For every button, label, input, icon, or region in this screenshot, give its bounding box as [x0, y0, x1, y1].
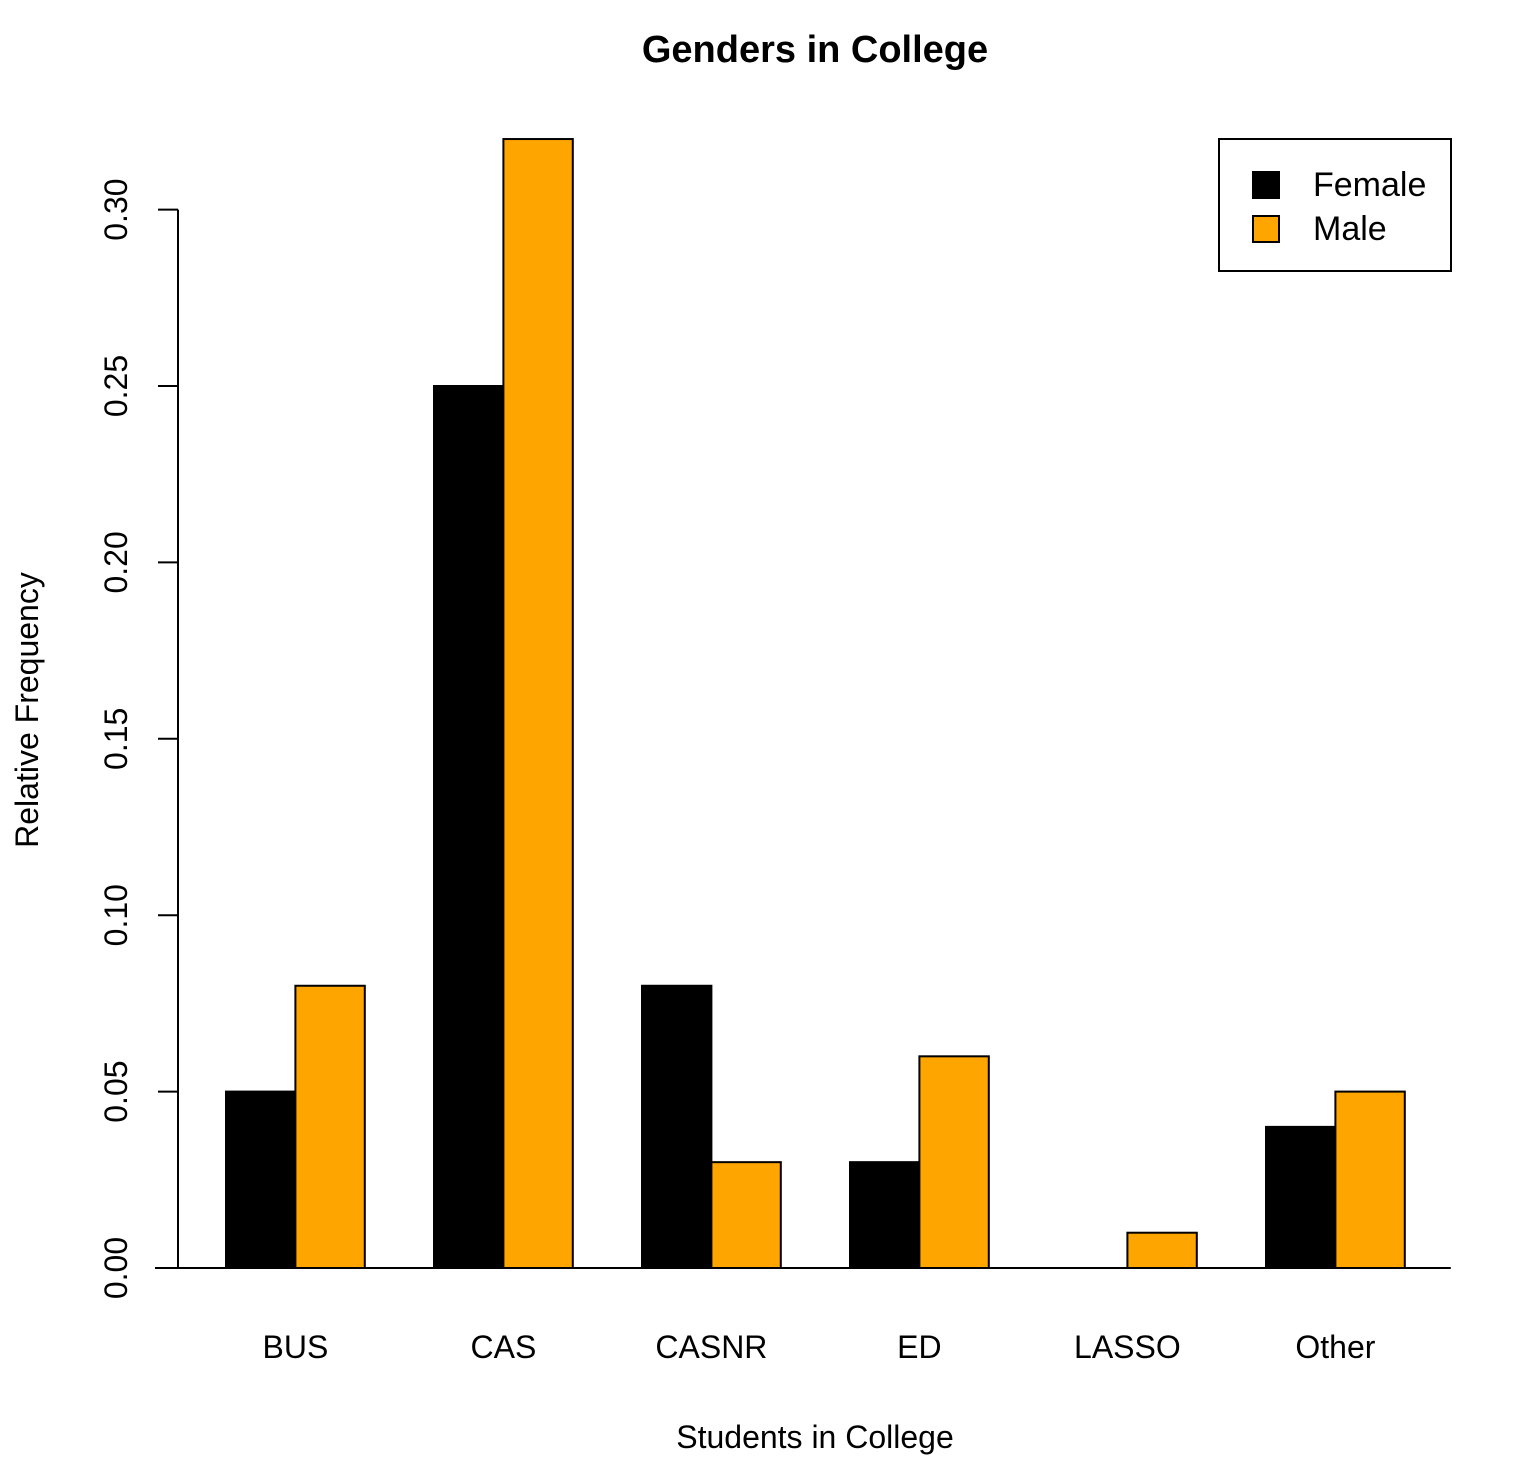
bar-female-bus [225, 1090, 297, 1269]
y-tick-label: 0.15 [98, 708, 134, 770]
y-tick-label: 0.25 [98, 355, 134, 417]
y-tick-label: 0.10 [98, 884, 134, 946]
bar-female-other [1265, 1125, 1337, 1269]
legend: Female Male [1218, 138, 1452, 272]
y-tick-label: 0.20 [98, 531, 134, 593]
bar-male-casnr [710, 1161, 782, 1270]
y-tick-label: 0.05 [98, 1060, 134, 1122]
chart-title: Genders in College [642, 29, 988, 71]
bars [225, 138, 1406, 1270]
legend-label-female: Female [1313, 166, 1426, 204]
bar-male-bus [294, 984, 366, 1269]
bar-female-cas [433, 385, 505, 1269]
legend-box [1218, 138, 1452, 272]
legend-label-male: Male [1313, 210, 1387, 248]
legend-swatch-female [1252, 171, 1280, 199]
y-axis-label: Relative Frequency [9, 572, 45, 848]
y-tick-label: 0.00 [98, 1237, 134, 1299]
bar-female-casnr [641, 984, 713, 1269]
x-axis-label: Students in College [676, 1419, 954, 1455]
x-axis: BUS CAS CASNR ED LASSO Other [155, 1267, 1451, 1365]
bar-male-ed [918, 1055, 990, 1269]
y-tick-label: 0.30 [98, 178, 134, 240]
x-tick-label: ED [897, 1329, 941, 1365]
x-tick-label: CASNR [655, 1329, 767, 1365]
y-axis: 0.00 0.05 0.10 0.15 0.20 0.25 0.30 [98, 178, 179, 1299]
bar-female-ed [849, 1161, 921, 1270]
bar-male-cas [502, 138, 574, 1269]
x-tick-label: Other [1295, 1329, 1375, 1365]
x-tick-label: CAS [471, 1329, 537, 1365]
x-tick-label: BUS [263, 1329, 329, 1365]
x-tick-label: LASSO [1074, 1329, 1181, 1365]
bar-male-lasso [1126, 1231, 1198, 1269]
legend-swatch-male [1252, 215, 1280, 243]
bar-male-other [1334, 1090, 1406, 1269]
